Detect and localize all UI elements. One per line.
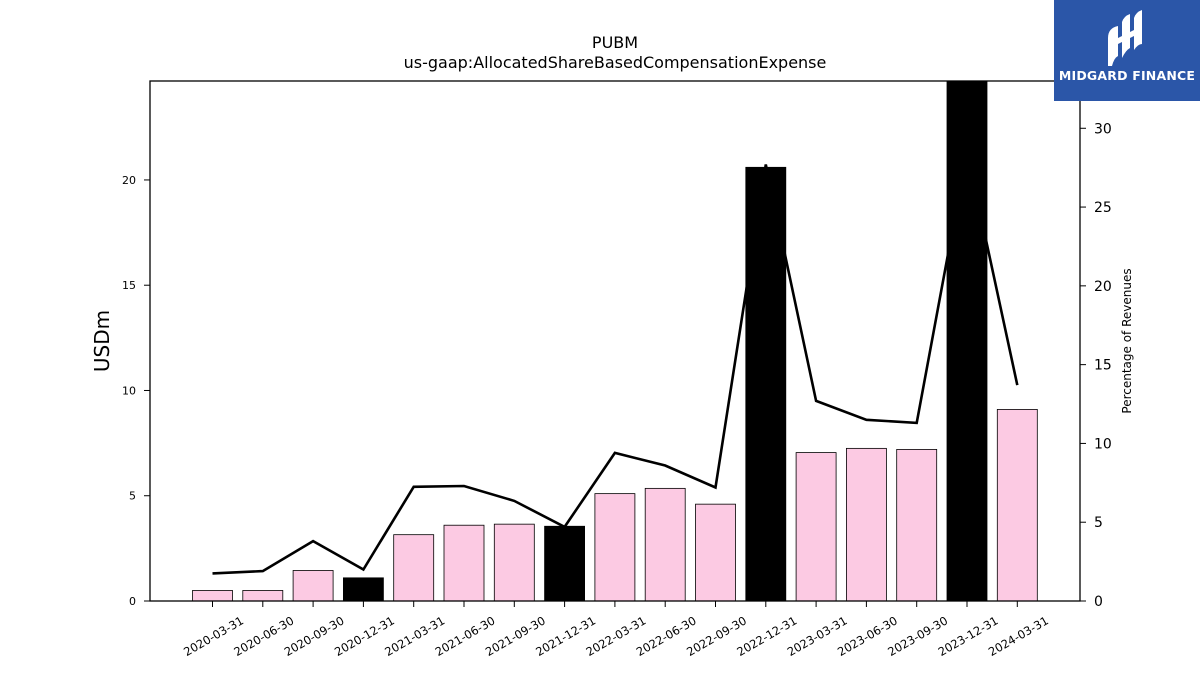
percentage-line xyxy=(212,151,1019,575)
y2-axis-label: Percentage of Revenues xyxy=(1120,268,1134,413)
logo-mark-icon xyxy=(1108,10,1142,66)
y-tick-label: 15 xyxy=(122,279,136,292)
logo-text: MIDGARD FINANCE xyxy=(1058,68,1196,83)
chart-subtitle: us-gaap:AllocatedShareBasedCompensationE… xyxy=(404,53,827,72)
bar-2023-09-30 xyxy=(896,449,938,602)
y2-tick-label: 10 xyxy=(1094,436,1112,452)
bars-group xyxy=(192,80,1038,602)
bar-2020-03-31 xyxy=(192,590,233,602)
y2-tick-label: 20 xyxy=(1094,279,1112,295)
y-axis-ticks: 0 5 10 15 20 xyxy=(122,174,150,608)
bar-2023-06-30 xyxy=(846,447,887,602)
y-tick-label: 20 xyxy=(122,174,136,187)
bar-2020-12-31 xyxy=(342,577,384,602)
bar-2022-03-31 xyxy=(594,493,636,602)
bar-2023-03-31 xyxy=(795,452,837,602)
y2-tick-label: 30 xyxy=(1094,121,1112,137)
y2-axis-ticks: 0 5 10 15 20 25 30 xyxy=(1080,121,1112,610)
bar-2021-12-31 xyxy=(544,525,585,602)
bar-2021-03-31 xyxy=(393,534,435,602)
bar-2022-06-30 xyxy=(644,487,686,602)
midgard-finance-logo: MIDGARD FINANCE xyxy=(1054,0,1200,101)
y-tick-label: 0 xyxy=(129,595,136,608)
y2-tick-label: 25 xyxy=(1094,200,1112,216)
bar-2020-09-30 xyxy=(292,570,334,602)
y2-tick-label: 15 xyxy=(1094,358,1112,374)
bar-2022-12-31 xyxy=(745,166,787,602)
x-axis-ticks: 2020-03-312020-06-302020-09-302020-12-31… xyxy=(181,601,1051,659)
y-tick-label: 5 xyxy=(129,490,136,503)
bar-2021-06-30 xyxy=(443,524,485,602)
y-axis-label: USDm xyxy=(90,310,114,372)
y-tick-label: 10 xyxy=(122,384,136,397)
bar-2020-06-30 xyxy=(242,590,284,602)
chart-title: PUBM xyxy=(592,33,638,52)
y2-tick-label: 0 xyxy=(1094,594,1103,610)
bar-2024-03-31 xyxy=(996,409,1038,602)
bar-2023-12-31 xyxy=(946,80,988,602)
bar-2022-09-30 xyxy=(695,503,736,602)
y2-tick-label: 5 xyxy=(1094,515,1103,531)
bar-2021-09-30 xyxy=(493,523,535,602)
